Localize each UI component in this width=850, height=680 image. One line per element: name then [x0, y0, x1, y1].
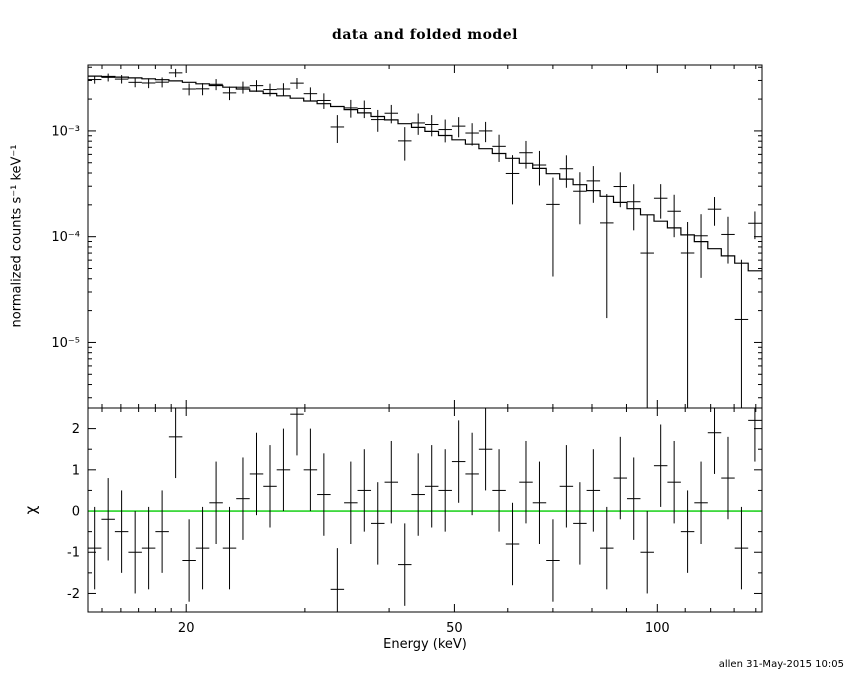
plot-timestamp: allen 31-May-2015 10:05	[718, 659, 844, 670]
x-tick-label: 20	[178, 621, 195, 636]
x-axis-label: Energy (keV)	[383, 637, 467, 652]
y-tick-label: -2	[67, 587, 80, 602]
x-tick-label: 50	[446, 621, 463, 636]
y-tick-label: 10⁻⁵	[51, 336, 80, 351]
y-tick-label: 10⁻³	[51, 124, 80, 139]
y-tick-label: -1	[67, 546, 80, 561]
bottom-panel-frame	[87, 407, 763, 613]
y-axis-label-chi: χ	[22, 505, 40, 515]
y-axis-label-counts: normalized counts s⁻¹ keV⁻¹	[9, 144, 25, 328]
x-tick-label: 100	[645, 621, 670, 636]
top-panel-frame	[87, 64, 763, 409]
y-tick-label: 10⁻⁴	[51, 230, 80, 245]
model-histogram	[87, 75, 762, 272]
y-tick-label: 1	[72, 463, 80, 478]
chart-title: data and folded model	[332, 27, 518, 43]
y-tick-label: 0	[72, 505, 80, 520]
y-tick-label: 2	[72, 422, 80, 437]
